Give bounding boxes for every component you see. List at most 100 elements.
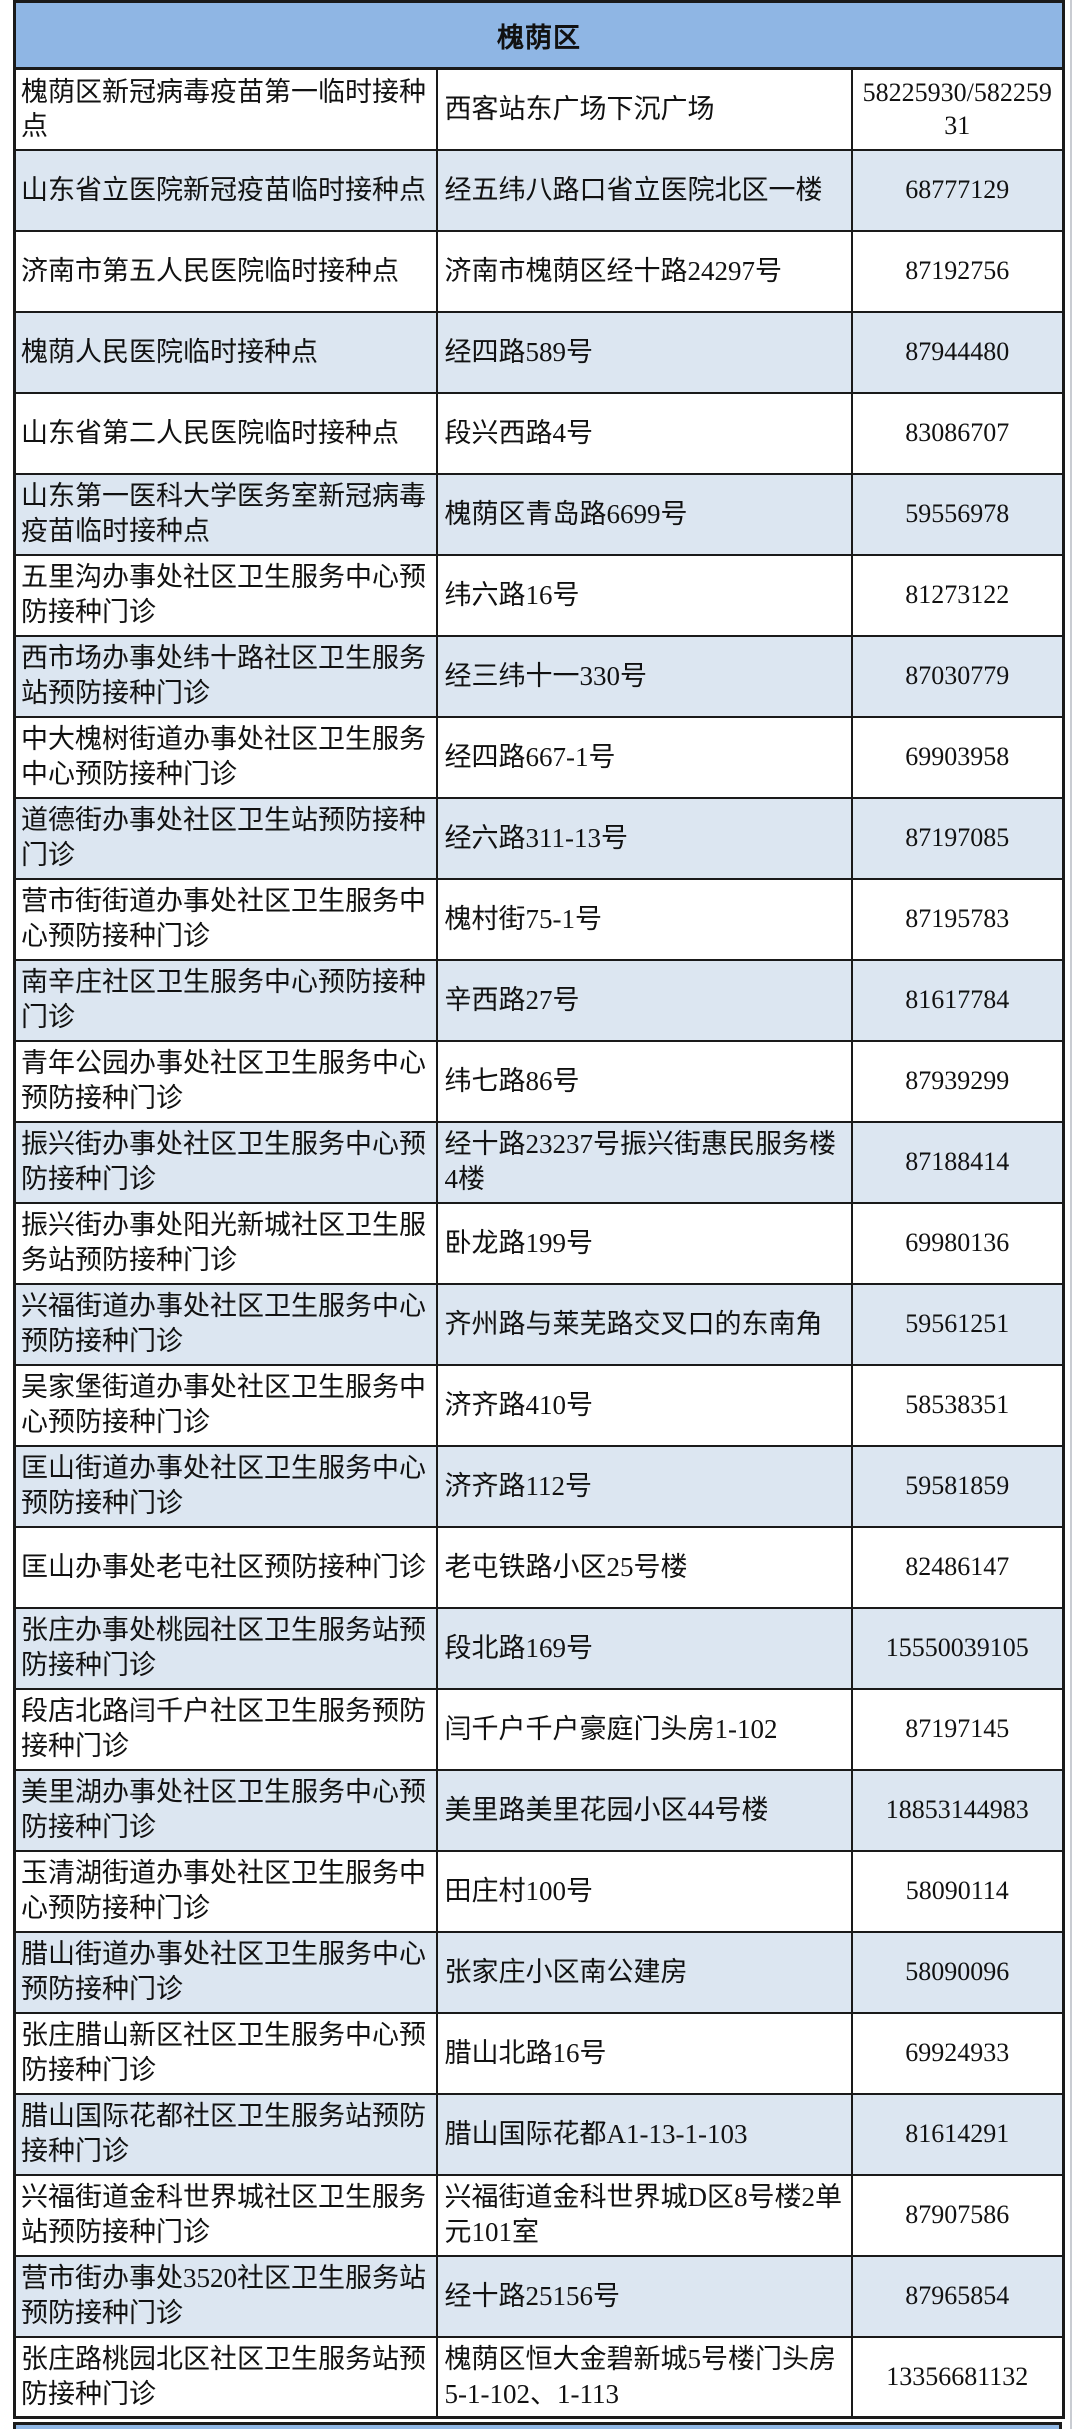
address-cell: 经四路667-1号	[435, 715, 853, 799]
table-row: 段店北路闫千户社区卫生服务预防接种门诊 闫千户千户豪庭门头房1-102 8719…	[13, 1687, 1065, 1771]
table-body: 槐荫区新冠病毒疫苗第一临时接种点 西客站东广场下沉广场 58225930/582…	[13, 67, 1065, 2419]
phone-cell: 87192756	[850, 229, 1065, 313]
phone-cell: 15550039105	[850, 1606, 1065, 1690]
table-row: 张庄腊山新区社区卫生服务中心预防接种门诊 腊山北路16号 69924933	[13, 2011, 1065, 2095]
table-row: 玉清湖街道办事处社区卫生服务中心预防接种门诊 田庄村100号 58090114	[13, 1849, 1065, 1933]
address-cell: 槐村街75-1号	[435, 877, 853, 961]
district-header-row: 槐荫区	[12, 0, 1066, 70]
address-cell: 美里路美里花园小区44号楼	[435, 1768, 853, 1852]
site-name-cell: 山东第一医科大学医务室新冠病毒疫苗临时接种点	[13, 472, 438, 556]
address-cell: 辛西路27号	[435, 958, 853, 1042]
table-row: 山东省第二人民医院临时接种点 段兴西路4号 83086707	[13, 391, 1065, 475]
site-name-cell: 腊山国际花都社区卫生服务站预防接种门诊	[13, 2092, 438, 2176]
address-cell: 腊山国际花都A1-13-1-103	[435, 2092, 853, 2176]
table-row: 山东省立医院新冠疫苗临时接种点 经五纬八路口省立医院北区一楼 68777129	[13, 148, 1065, 232]
phone-cell: 68777129	[850, 148, 1065, 232]
address-cell: 西客站东广场下沉广场	[435, 67, 853, 151]
site-name-cell: 张庄腊山新区社区卫生服务中心预防接种门诊	[13, 2011, 438, 2095]
address-cell: 济齐路410号	[435, 1363, 853, 1447]
phone-cell: 18853144983	[850, 1768, 1065, 1852]
table-row: 兴福街道办事处社区卫生服务中心预防接种门诊 齐州路与莱芜路交叉口的东南角 595…	[13, 1282, 1065, 1366]
site-name-cell: 中大槐树街道办事处社区卫生服务中心预防接种门诊	[13, 715, 438, 799]
site-name-cell: 兴福街道金科世界城社区卫生服务站预防接种门诊	[13, 2173, 438, 2257]
site-name-cell: 南辛庄社区卫生服务中心预防接种门诊	[13, 958, 438, 1042]
next-section-header-strip	[13, 2422, 1062, 2429]
page-edge-rule	[1070, 0, 1072, 2429]
phone-cell: 58090096	[850, 1930, 1065, 2014]
address-cell: 段兴西路4号	[435, 391, 853, 475]
phone-cell: 13356681132	[850, 2335, 1065, 2419]
site-name-cell: 张庄路桃园北区社区卫生服务站预防接种门诊	[13, 2335, 438, 2419]
vaccination-sites-table: 槐荫区 槐荫区新冠病毒疫苗第一临时接种点 西客站东广场下沉广场 58225930…	[12, 0, 1066, 2419]
phone-cell: 87939299	[850, 1039, 1065, 1123]
district-title: 槐荫区	[12, 0, 1066, 70]
phone-cell: 87197145	[850, 1687, 1065, 1771]
phone-cell: 82486147	[850, 1525, 1065, 1609]
site-name-cell: 美里湖办事处社区卫生服务中心预防接种门诊	[13, 1768, 438, 1852]
table-row: 山东第一医科大学医务室新冠病毒疫苗临时接种点 槐荫区青岛路6699号 59556…	[13, 472, 1065, 556]
site-name-cell: 营市街街道办事处社区卫生服务中心预防接种门诊	[13, 877, 438, 961]
table-row: 腊山街道办事处社区卫生服务中心预防接种门诊 张家庄小区南公建房 58090096	[13, 1930, 1065, 2014]
phone-cell: 87195783	[850, 877, 1065, 961]
address-cell: 张家庄小区南公建房	[435, 1930, 853, 2014]
table-row: 槐荫区新冠病毒疫苗第一临时接种点 西客站东广场下沉广场 58225930/582…	[13, 67, 1065, 151]
table-row: 道德街办事处社区卫生站预防接种门诊 经六路311-13号 87197085	[13, 796, 1065, 880]
site-name-cell: 西市场办事处纬十路社区卫生服务站预防接种门诊	[13, 634, 438, 718]
site-name-cell: 兴福街道办事处社区卫生服务中心预防接种门诊	[13, 1282, 438, 1366]
site-name-cell: 腊山街道办事处社区卫生服务中心预防接种门诊	[13, 1930, 438, 2014]
address-cell: 腊山北路16号	[435, 2011, 853, 2095]
phone-cell: 87188414	[850, 1120, 1065, 1204]
table-row: 南辛庄社区卫生服务中心预防接种门诊 辛西路27号 81617784	[13, 958, 1065, 1042]
table-row: 西市场办事处纬十路社区卫生服务站预防接种门诊 经三纬十一330号 8703077…	[13, 634, 1065, 718]
site-name-cell: 槐荫人民医院临时接种点	[13, 310, 438, 394]
site-name-cell: 青年公园办事处社区卫生服务中心预防接种门诊	[13, 1039, 438, 1123]
table-row: 五里沟办事处社区卫生服务中心预防接种门诊 纬六路16号 81273122	[13, 553, 1065, 637]
phone-cell: 87197085	[850, 796, 1065, 880]
address-cell: 纬七路86号	[435, 1039, 853, 1123]
address-cell: 济南市槐荫区经十路24297号	[435, 229, 853, 313]
table-row: 匡山街道办事处社区卫生服务中心预防接种门诊 济齐路112号 59581859	[13, 1444, 1065, 1528]
site-name-cell: 振兴街办事处社区卫生服务中心预防接种门诊	[13, 1120, 438, 1204]
site-name-cell: 道德街办事处社区卫生站预防接种门诊	[13, 796, 438, 880]
address-cell: 经五纬八路口省立医院北区一楼	[435, 148, 853, 232]
site-name-cell: 段店北路闫千户社区卫生服务预防接种门诊	[13, 1687, 438, 1771]
address-cell: 经三纬十一330号	[435, 634, 853, 718]
table-row: 济南市第五人民医院临时接种点 济南市槐荫区经十路24297号 87192756	[13, 229, 1065, 313]
table-row: 张庄办事处桃园社区卫生服务站预防接种门诊 段北路169号 15550039105	[13, 1606, 1065, 1690]
site-name-cell: 济南市第五人民医院临时接种点	[13, 229, 438, 313]
address-cell: 段北路169号	[435, 1606, 853, 1690]
phone-cell: 87030779	[850, 634, 1065, 718]
phone-cell: 59581859	[850, 1444, 1065, 1528]
address-cell: 老屯铁路小区25号楼	[435, 1525, 853, 1609]
table-row: 振兴街办事处社区卫生服务中心预防接种门诊 经十路23237号振兴街惠民服务楼4楼…	[13, 1120, 1065, 1204]
phone-cell: 81273122	[850, 553, 1065, 637]
table-row: 兴福街道金科世界城社区卫生服务站预防接种门诊 兴福街道金科世界城D区8号楼2单元…	[13, 2173, 1065, 2257]
phone-cell: 87965854	[850, 2254, 1065, 2338]
vaccination-table-sheet: 槐荫区 槐荫区新冠病毒疫苗第一临时接种点 西客站东广场下沉广场 58225930…	[12, 0, 1066, 2429]
phone-cell: 83086707	[850, 391, 1065, 475]
address-cell: 经六路311-13号	[435, 796, 853, 880]
table-row: 营市街街道办事处社区卫生服务中心预防接种门诊 槐村街75-1号 87195783	[13, 877, 1065, 961]
address-cell: 经四路589号	[435, 310, 853, 394]
address-cell: 闫千户千户豪庭门头房1-102	[435, 1687, 853, 1771]
phone-cell: 87944480	[850, 310, 1065, 394]
phone-cell: 59556978	[850, 472, 1065, 556]
phone-cell: 58538351	[850, 1363, 1065, 1447]
table-row: 张庄路桃园北区社区卫生服务站预防接种门诊 槐荫区恒大金碧新城5号楼门头房5-1-…	[13, 2335, 1065, 2419]
table-row: 美里湖办事处社区卫生服务中心预防接种门诊 美里路美里花园小区44号楼 18853…	[13, 1768, 1065, 1852]
address-cell: 槐荫区青岛路6699号	[435, 472, 853, 556]
phone-cell: 58225930/58225931	[850, 67, 1065, 151]
table-row: 中大槐树街道办事处社区卫生服务中心预防接种门诊 经四路667-1号 699039…	[13, 715, 1065, 799]
table-row: 振兴街办事处阳光新城社区卫生服务站预防接种门诊 卧龙路199号 69980136	[13, 1201, 1065, 1285]
site-name-cell: 山东省立医院新冠疫苗临时接种点	[13, 148, 438, 232]
address-cell: 经十路25156号	[435, 2254, 853, 2338]
phone-cell: 81614291	[850, 2092, 1065, 2176]
address-cell: 齐州路与莱芜路交叉口的东南角	[435, 1282, 853, 1366]
site-name-cell: 吴家堡街道办事处社区卫生服务中心预防接种门诊	[13, 1363, 438, 1447]
site-name-cell: 营市街办事处3520社区卫生服务站预防接种门诊	[13, 2254, 438, 2338]
site-name-cell: 山东省第二人民医院临时接种点	[13, 391, 438, 475]
site-name-cell: 匡山办事处老屯社区预防接种门诊	[13, 1525, 438, 1609]
phone-cell: 69924933	[850, 2011, 1065, 2095]
table-row: 槐荫人民医院临时接种点 经四路589号 87944480	[13, 310, 1065, 394]
